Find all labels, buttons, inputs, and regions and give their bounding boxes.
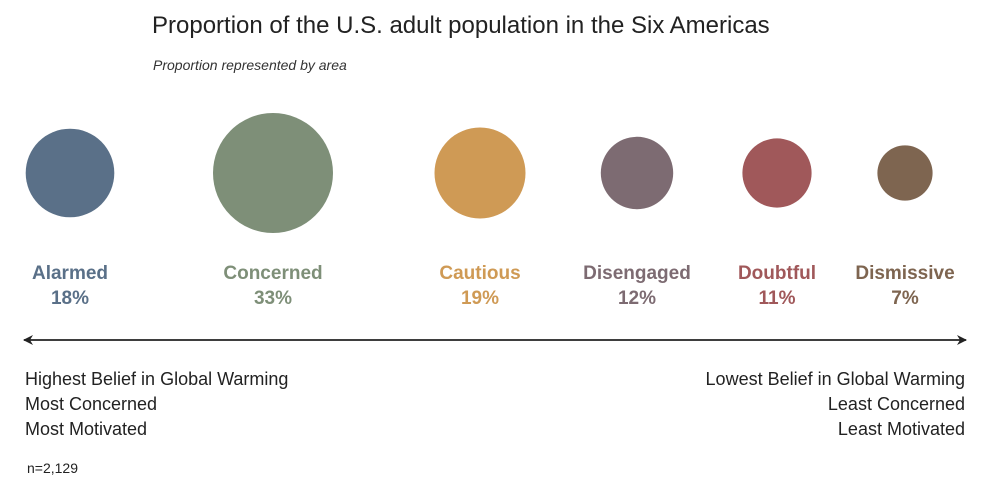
segment-name-cautious: Cautious — [439, 263, 520, 284]
left-end-line-2: Most Concerned — [25, 394, 158, 414]
segment-name-doubtful: Doubtful — [738, 263, 816, 284]
segment-name-alarmed: Alarmed — [32, 263, 108, 284]
bubble-alarmed — [25, 128, 115, 218]
bubble-dismissive — [877, 145, 933, 201]
segment-name-concerned: Concerned — [223, 263, 322, 284]
sample-size-note: n=2,129 — [27, 460, 78, 476]
segment-name-dismissive: Dismissive — [855, 263, 954, 284]
segment-value-concerned: 33% — [254, 288, 292, 309]
segment-value-alarmed: 18% — [51, 288, 89, 309]
segment-value-disengaged: 12% — [618, 288, 656, 309]
left-end-line-3: Most Motivated — [25, 419, 148, 439]
chart-subtitle: Proportion represented by area — [153, 57, 347, 73]
right-end-line-3: Least Motivated — [837, 419, 965, 439]
right-end-line-1: Lowest Belief in Global Warming — [705, 369, 965, 389]
bubble-doubtful — [742, 138, 812, 208]
right-end-line-2: Least Concerned — [827, 394, 965, 414]
left-end-description: Highest Belief in Global Warming Most Co… — [25, 367, 288, 442]
chart-title: Proportion of the U.S. adult population … — [152, 12, 770, 39]
bubble-disengaged — [600, 136, 674, 210]
segment-labels-group: Alarmed 18% Concerned 33% Cautious 19% Disenga… — [32, 263, 955, 309]
segment-value-dismissive: 7% — [891, 288, 919, 309]
bubble-concerned — [213, 113, 333, 233]
segment-name-disengaged: Disengaged — [583, 263, 691, 284]
bubbles-group — [25, 113, 933, 233]
bubble-cautious — [434, 127, 526, 219]
segment-value-doubtful: 11% — [759, 288, 796, 309]
left-end-line-1: Highest Belief in Global Warming — [25, 369, 289, 389]
right-end-description: Lowest Belief in Global Warming Least Co… — [706, 367, 965, 442]
segment-value-cautious: 19% — [461, 288, 499, 309]
